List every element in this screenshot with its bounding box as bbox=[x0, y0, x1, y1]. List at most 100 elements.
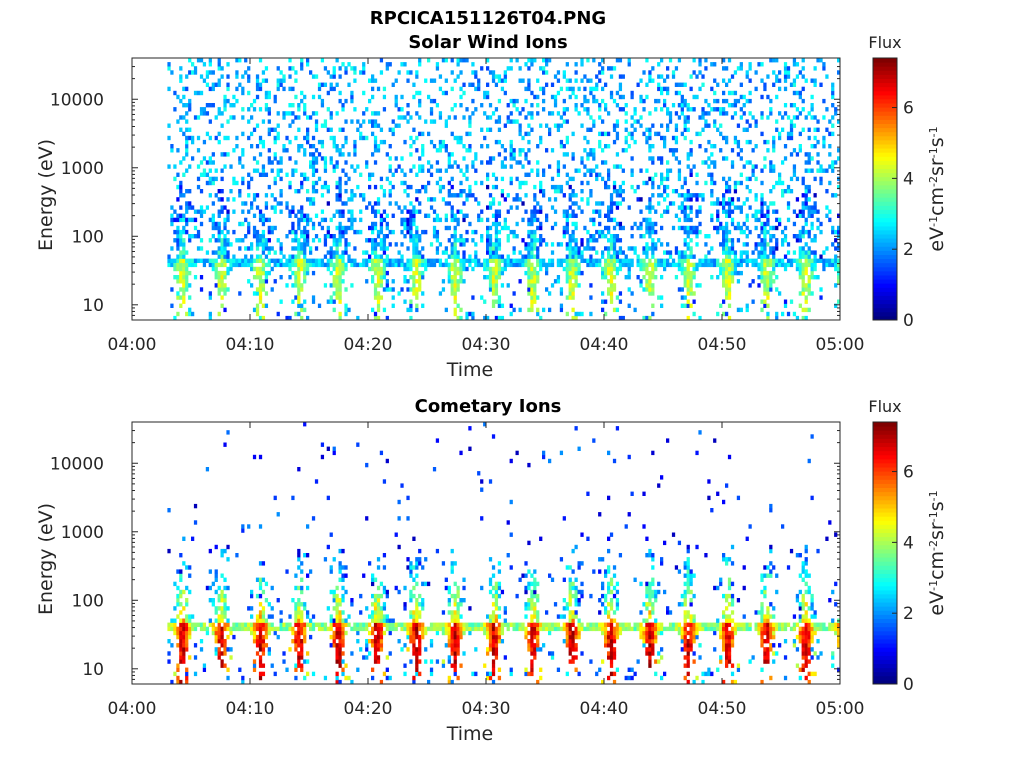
spectrogram-cell bbox=[462, 258, 466, 263]
spectrogram-cell bbox=[226, 266, 230, 272]
spectrogram-cell bbox=[574, 242, 578, 247]
spectrogram-cell bbox=[202, 258, 207, 263]
spectrogram-cell bbox=[542, 98, 546, 104]
spectrogram-cell bbox=[733, 225, 738, 231]
spectrogram-cell bbox=[615, 250, 620, 255]
spectrogram-cell bbox=[571, 275, 575, 280]
spectrogram-cell bbox=[686, 266, 690, 272]
spectrogram-cell bbox=[208, 585, 212, 591]
spectrogram-cell bbox=[403, 234, 407, 239]
spectrogram-cell bbox=[568, 94, 572, 100]
spectrogram-cell bbox=[533, 229, 537, 235]
spectrogram-cell bbox=[565, 152, 569, 157]
spectrogram-cell bbox=[574, 262, 578, 268]
spectrogram-cell bbox=[258, 270, 263, 276]
spectrogram-cell bbox=[294, 573, 298, 578]
spectrogram-cell bbox=[465, 131, 469, 137]
spectrogram-cell bbox=[179, 589, 183, 595]
spectrogram-cell bbox=[722, 156, 726, 161]
spectrogram-cell bbox=[432, 98, 437, 104]
spectrogram-cell bbox=[686, 107, 690, 112]
spectrogram-cell bbox=[182, 266, 186, 272]
spectrogram-cell bbox=[247, 626, 251, 632]
spectrogram-cell bbox=[317, 622, 322, 627]
spectrogram-cell bbox=[781, 262, 785, 268]
spectrogram-cell bbox=[645, 127, 649, 132]
spectrogram-cell bbox=[179, 639, 183, 644]
spectrogram-cell bbox=[530, 275, 534, 280]
spectrogram-cell bbox=[727, 291, 732, 296]
spectrogram-cell bbox=[736, 262, 741, 268]
spectrogram-cell bbox=[556, 70, 561, 75]
spectrogram-cell bbox=[695, 234, 699, 239]
spectrogram-cell bbox=[205, 585, 210, 591]
spectrogram-cell bbox=[409, 144, 413, 149]
spectrogram-cell bbox=[406, 225, 410, 231]
spectrogram-cell bbox=[412, 250, 416, 255]
spectrogram-cell bbox=[559, 258, 564, 263]
spectrogram-cell bbox=[418, 168, 422, 173]
spectrogram-cell bbox=[727, 201, 732, 206]
spectrogram-cell bbox=[524, 209, 528, 214]
spectrogram-cell bbox=[725, 180, 729, 186]
spectrogram-cell bbox=[211, 258, 215, 263]
spectrogram-cell bbox=[571, 270, 575, 276]
spectrogram-cell bbox=[609, 90, 614, 96]
spectrogram-cell bbox=[630, 135, 634, 141]
spectrogram-cell bbox=[208, 618, 212, 623]
spectrogram-cell bbox=[435, 180, 440, 186]
spectrogram-cell bbox=[418, 254, 422, 259]
spectrogram-cell bbox=[415, 303, 419, 308]
spectrogram-cell bbox=[179, 655, 183, 660]
spectrogram-cell bbox=[592, 234, 596, 239]
spectrogram-cell bbox=[273, 262, 277, 268]
spectrogram-cell bbox=[471, 70, 475, 75]
spectrogram-cell bbox=[220, 283, 224, 288]
spectrogram-cell bbox=[311, 197, 316, 202]
spectrogram-cell bbox=[332, 213, 336, 218]
spectrogram-cell bbox=[621, 262, 625, 268]
spectrogram-cell bbox=[258, 254, 263, 259]
spectrogram-cell bbox=[816, 258, 820, 263]
spectrogram-cell bbox=[376, 148, 381, 153]
spectrogram-cell bbox=[441, 139, 446, 145]
spectrogram-cell bbox=[683, 217, 687, 223]
spectrogram-cell bbox=[341, 270, 345, 276]
spectrogram-cell bbox=[176, 593, 180, 599]
spectrogram-cell bbox=[217, 291, 221, 296]
spectrogram-cell bbox=[276, 262, 280, 268]
spectrogram-cell bbox=[223, 291, 227, 296]
spectrogram-cell bbox=[205, 467, 210, 472]
spectrogram-cell bbox=[719, 131, 723, 137]
spectrogram-cell bbox=[261, 168, 266, 173]
spectrogram-cell bbox=[801, 107, 805, 112]
spectrogram-cell bbox=[279, 275, 283, 280]
spectrogram-cell bbox=[598, 115, 602, 120]
spectrogram-cell bbox=[536, 311, 540, 317]
spectrogram-cell bbox=[645, 229, 649, 235]
spectrogram-cell bbox=[444, 250, 448, 255]
spectrogram-cell bbox=[598, 70, 602, 75]
spectrogram-cell bbox=[562, 111, 566, 116]
spectrogram-cell bbox=[465, 238, 469, 243]
spectrogram-cell bbox=[432, 78, 437, 83]
spectrogram-cell bbox=[636, 82, 640, 87]
spectrogram-cell bbox=[539, 139, 543, 145]
spectrogram-cell bbox=[365, 107, 369, 112]
spectrogram-cell bbox=[710, 172, 714, 177]
spectrogram-cell bbox=[710, 86, 714, 92]
spectrogram-cell bbox=[344, 70, 348, 75]
spectrogram-cell bbox=[453, 229, 457, 235]
spectrogram-cell bbox=[406, 193, 410, 198]
spectrogram-cell bbox=[819, 180, 823, 186]
spectrogram-cell bbox=[276, 131, 280, 137]
spectrogram-cell bbox=[491, 283, 496, 288]
spectrogram-cell bbox=[199, 209, 204, 214]
spectrogram-cell bbox=[801, 209, 805, 214]
spectrogram-cell bbox=[483, 90, 487, 96]
spectrogram-cell bbox=[406, 246, 410, 251]
spectrogram-cell bbox=[371, 577, 375, 582]
spectrogram-cell bbox=[297, 557, 301, 562]
spectrogram-cell bbox=[182, 643, 186, 648]
spectrogram-cell bbox=[173, 258, 177, 263]
